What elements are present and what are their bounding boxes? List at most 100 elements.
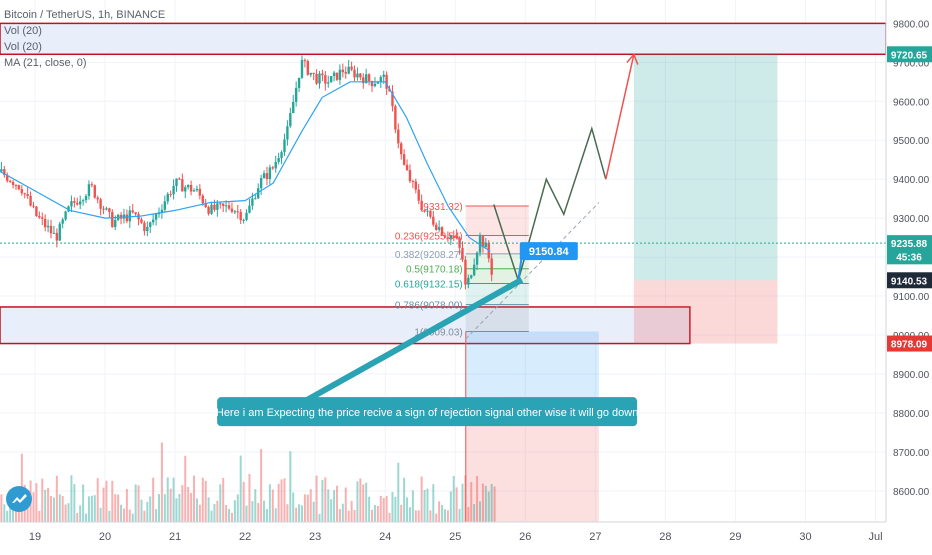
candle-body (233, 211, 237, 213)
volume-bar (105, 480, 108, 522)
fib-level-label: 0.236(9255.54) (395, 231, 463, 242)
volume-bar (32, 492, 35, 522)
volume-bar (376, 505, 379, 522)
candle-body (64, 211, 67, 220)
volume-bar (6, 510, 9, 522)
volume-bar (411, 490, 414, 522)
candle-body (70, 201, 73, 207)
volume-bar (280, 479, 283, 522)
price-tick-label: 8600.00 (893, 487, 930, 498)
volume-bar (347, 510, 350, 522)
time-tick-label: 21 (169, 531, 181, 543)
candle-body (318, 73, 321, 84)
volume-bar (394, 496, 397, 522)
volume-bar (67, 503, 70, 522)
candle-body (78, 201, 82, 205)
candle-body (239, 211, 242, 221)
volume-bar (403, 477, 406, 522)
volume-bar (406, 497, 409, 522)
fib-level-label: 1(9009.03) (414, 327, 462, 338)
candle-body (341, 69, 345, 73)
candle-body (484, 242, 488, 248)
candle-body (280, 152, 283, 158)
volume-bar (493, 486, 496, 522)
candle-body (268, 167, 272, 180)
fib-level-label: 0.382(9208.27) (395, 250, 463, 261)
volume-bar (70, 475, 73, 522)
volume-bar (467, 506, 470, 522)
volume-bar (277, 483, 280, 522)
symbol-title[interactable]: Bitcoin / TetherUS, 1h, BINANCE (4, 9, 166, 21)
volume-bar (163, 494, 166, 522)
candle-body (114, 219, 117, 227)
candle-body (303, 60, 307, 62)
candle-body (96, 197, 99, 200)
candle-body (0, 169, 3, 172)
candle-body (429, 210, 432, 217)
fib-band (465, 205, 529, 236)
volume-bar (166, 477, 169, 522)
volume-bar (327, 489, 330, 522)
volume-bar (330, 499, 333, 522)
candle-body (87, 184, 91, 197)
candle-body (230, 208, 234, 212)
volume-bar (470, 482, 473, 522)
candles (0, 55, 493, 290)
volume-bar (423, 489, 426, 522)
volume-bar (140, 499, 143, 522)
candle-body (14, 184, 18, 186)
volume-bar (193, 475, 196, 522)
candle-body (151, 219, 155, 223)
candle-body (408, 170, 412, 182)
candle-body (73, 201, 76, 203)
volume-bar (479, 501, 482, 522)
volume-bar (490, 483, 493, 522)
volume-bar (190, 492, 193, 522)
volume-bar (102, 487, 105, 522)
volume-bar (452, 476, 455, 522)
time-tick-label: 30 (799, 531, 811, 543)
fib-level-label: 0.5(9170.18) (406, 265, 463, 276)
time-tick-label: 28 (659, 531, 671, 543)
candle-body (49, 225, 53, 234)
volume-indicator-label[interactable]: Vol (20) (4, 25, 42, 37)
volume-indicator-label-2[interactable]: Vol (20) (4, 41, 42, 53)
price-label-last: 9140.53 (891, 276, 928, 287)
volume-bar (408, 507, 411, 522)
candle-body (283, 139, 286, 153)
candle-body (189, 184, 193, 192)
candle-body (221, 203, 225, 206)
volume-bar (487, 491, 490, 522)
time-tick-label: 19 (29, 531, 41, 543)
candle-body (262, 173, 266, 179)
candle-body (332, 72, 336, 77)
annotation-pointer (299, 277, 524, 406)
volume-bar (455, 487, 458, 522)
volume-bar (79, 505, 82, 522)
candle-body (426, 210, 429, 212)
arrowhead-icon (626, 53, 639, 65)
volume-bar (134, 484, 137, 522)
fib-band (465, 304, 529, 332)
volume-bar (228, 508, 231, 522)
long-position-stop (633, 280, 778, 344)
candle-body (452, 235, 455, 237)
volume-bar (213, 503, 216, 522)
volume-bar (175, 498, 178, 522)
candle-body (423, 209, 426, 212)
candle-body (242, 219, 245, 221)
volume-bar (344, 487, 347, 522)
volume-bar (216, 500, 219, 522)
candle-body (248, 205, 251, 213)
volume-bar (265, 509, 268, 522)
candle-body (315, 73, 318, 84)
volume-bar (184, 455, 187, 522)
volume-bar (464, 475, 467, 522)
fib-level-label: (9331.32) (420, 202, 463, 213)
ma-indicator-label[interactable]: MA (21, close, 0) (4, 57, 87, 69)
tradingview-logo-icon[interactable] (6, 486, 32, 512)
volume-bar (93, 495, 96, 522)
volume-bar (271, 489, 274, 522)
